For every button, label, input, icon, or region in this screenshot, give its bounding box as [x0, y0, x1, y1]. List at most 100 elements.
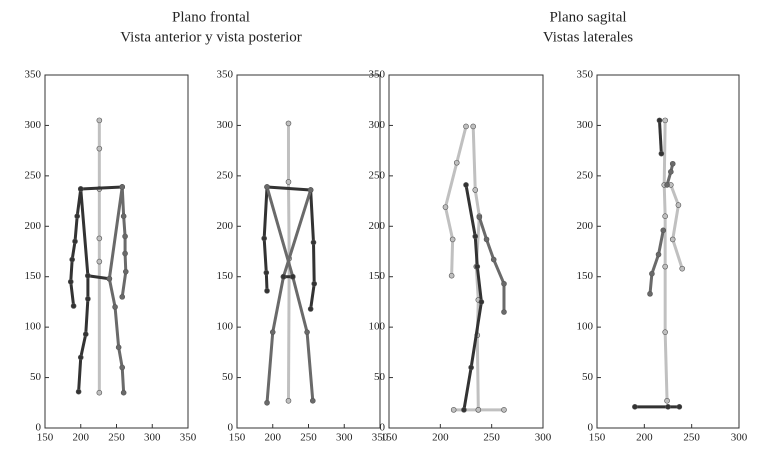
joint-marker [96, 235, 103, 242]
segment-line [262, 185, 316, 310]
y-tick-label: 200 [25, 220, 42, 232]
x-tick-label: 150 [589, 432, 606, 444]
x-tick-label: 250 [683, 432, 700, 444]
joint-marker [660, 227, 667, 234]
joint-marker [463, 182, 469, 188]
y-tick-label: 350 [217, 69, 234, 81]
x-tick-label: 200 [636, 432, 653, 444]
joint-marker [115, 344, 122, 351]
y-tick-label: 300 [217, 119, 234, 131]
plot-frame [388, 74, 544, 429]
joint-marker [501, 280, 507, 287]
joint-marker [658, 150, 665, 157]
plot-frame [596, 74, 740, 429]
joint-marker [69, 256, 75, 263]
x-tick-label: 250 [300, 432, 317, 444]
joint-marker [289, 273, 296, 280]
joint-marker [119, 184, 126, 190]
joint-marker [264, 184, 270, 190]
joint-marker [662, 329, 668, 335]
joint-marker [120, 389, 127, 396]
y-tick-label: 200 [217, 220, 234, 232]
joint-marker [280, 273, 287, 280]
segment-line [107, 186, 126, 393]
x-tick-label: 300 [731, 432, 748, 444]
y-tick-label: 0 [228, 422, 234, 434]
y-tick-label: 300 [369, 119, 386, 131]
y-tick-label: 100 [369, 321, 386, 333]
segment-line [662, 120, 669, 401]
joint-marker [470, 123, 476, 130]
y-tick-label: 250 [369, 169, 386, 181]
joint-marker [96, 145, 103, 152]
joint-marker [476, 214, 483, 221]
y-tick-label: 0 [380, 422, 386, 434]
x-tick-label: 300 [144, 432, 161, 444]
joint-marker [647, 291, 653, 297]
segment-line [462, 184, 483, 411]
y-tick-label: 100 [25, 321, 42, 333]
segment-line [657, 120, 663, 154]
header-line: Plano frontal [172, 9, 250, 25]
joint-marker [269, 329, 276, 335]
joint-marker [483, 236, 490, 243]
joint-marker [649, 270, 655, 277]
segment-line [120, 186, 128, 298]
joint-marker [662, 117, 668, 124]
y-tick-label: 150 [369, 270, 386, 282]
joint-marker [449, 236, 456, 243]
joint-marker [85, 296, 91, 302]
joint-marker [442, 204, 449, 210]
y-tick-label: 250 [25, 169, 42, 181]
y-tick-label: 250 [577, 169, 594, 181]
y-tick-label: 100 [217, 321, 234, 333]
x-tick-label: 350 [372, 432, 389, 444]
joint-marker [307, 187, 314, 193]
joint-marker [264, 288, 270, 294]
joint-marker [668, 169, 674, 175]
joint-marker [75, 388, 82, 395]
joint-marker [475, 407, 482, 413]
y-tick-label: 150 [217, 270, 234, 282]
segment-line [648, 230, 665, 295]
y-tick-label: 50 [582, 371, 594, 383]
y-tick-label: 50 [374, 371, 386, 383]
joint-marker [656, 117, 663, 124]
segment-line [286, 123, 291, 401]
x-tick-label: 200 [432, 432, 449, 444]
joint-marker [665, 404, 671, 410]
header-line: Vista anterior y vista posterior [120, 29, 302, 45]
segment-line [265, 189, 313, 403]
joint-marker [632, 404, 638, 410]
joint-marker [664, 397, 670, 404]
y-tick-label: 300 [25, 119, 42, 131]
joint-marker [82, 331, 89, 338]
x-tick-label: 300 [535, 432, 552, 444]
joint-marker [655, 251, 662, 258]
segment-line [477, 216, 506, 313]
joint-marker [468, 364, 474, 371]
joint-marker [112, 304, 118, 310]
y-tick-label: 50 [30, 371, 42, 383]
joint-marker [119, 294, 126, 300]
segment-line [265, 186, 315, 401]
joint-marker [311, 280, 318, 287]
y-tick-label: 250 [217, 169, 234, 181]
y-tick-label: 150 [577, 270, 594, 282]
x-tick-label: 200 [73, 432, 90, 444]
plot-frame [44, 74, 189, 429]
header-line: Plano sagital [549, 9, 626, 25]
joint-marker [77, 186, 84, 192]
x-tick-label: 250 [108, 432, 125, 444]
joint-marker [472, 187, 479, 193]
segment-line [79, 188, 110, 281]
joint-marker [450, 407, 457, 413]
joint-marker [478, 299, 485, 305]
y-tick-label: 350 [577, 69, 594, 81]
x-tick-label: 150 [381, 432, 398, 444]
joint-marker [669, 236, 676, 243]
joint-marker [122, 233, 128, 240]
joint-marker [106, 275, 113, 282]
joint-marker [490, 256, 497, 263]
